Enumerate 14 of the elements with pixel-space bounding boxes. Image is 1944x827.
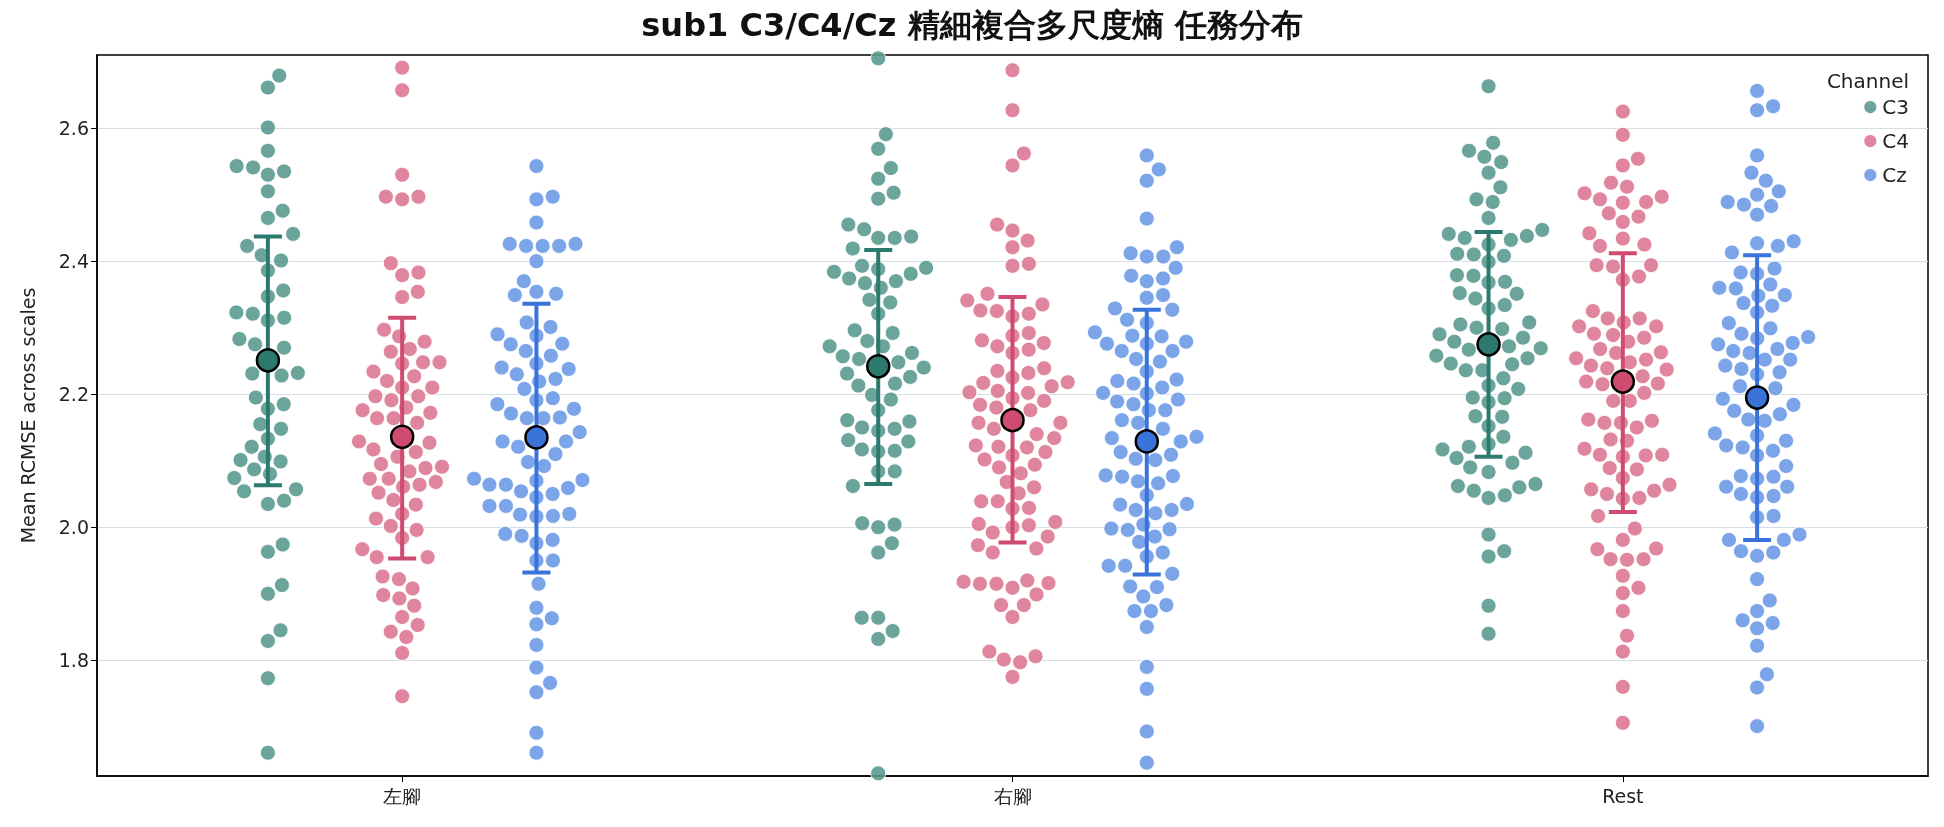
y-tick-label: 2.2 [58, 383, 89, 406]
x-tick-label: 左腳 [383, 784, 422, 807]
legend-label: Cz [1882, 163, 1907, 187]
y-tick-label: 1.8 [58, 649, 89, 672]
y-tick-label: 2.0 [58, 516, 89, 539]
legend-label: C4 [1882, 129, 1910, 153]
x-tick-label: 右腳 [993, 784, 1032, 807]
y-axis-title: Mean RCMSE across scales [16, 287, 39, 544]
legend-title: Channel [1826, 69, 1909, 93]
chart-title: sub1 C3/C4/Cz 精細複合多尺度熵 任務分布 [641, 6, 1303, 44]
y-tick-label: 2.4 [58, 250, 89, 273]
x-tick-label: Rest [1602, 784, 1644, 807]
legend-label: C3 [1882, 95, 1910, 119]
y-tick-label: 2.6 [58, 117, 89, 140]
